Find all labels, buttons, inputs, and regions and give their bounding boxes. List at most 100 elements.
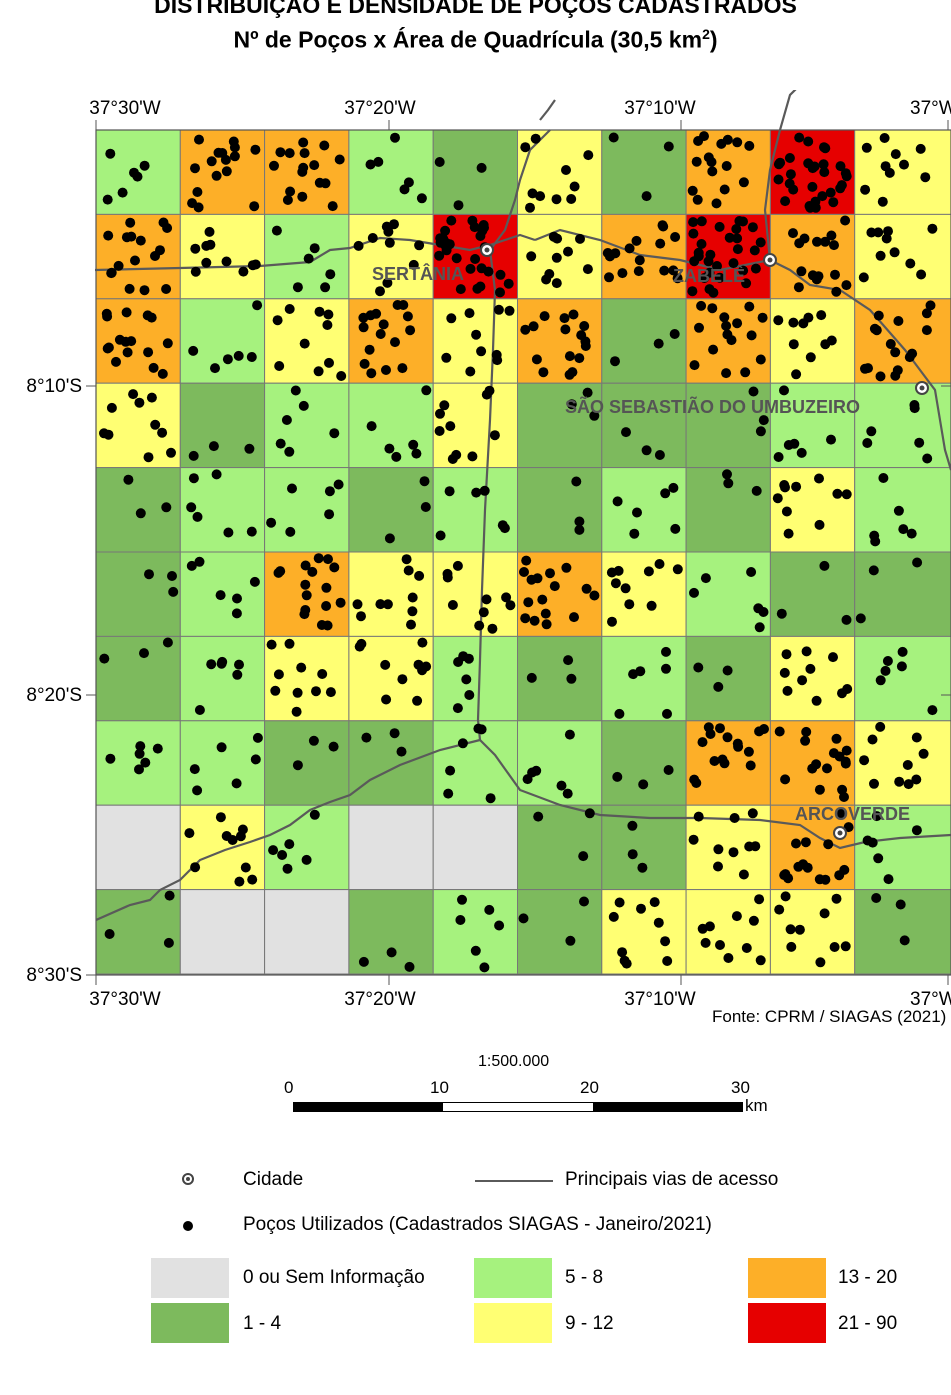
grid-cell	[179, 213, 266, 300]
well-point	[275, 438, 286, 449]
well-point	[470, 945, 481, 956]
well-point	[541, 619, 552, 630]
well-point	[216, 658, 227, 669]
well-point	[911, 732, 922, 743]
well-point	[184, 828, 195, 839]
well-point	[250, 754, 261, 765]
grid-cell	[517, 551, 603, 637]
well-point	[858, 272, 869, 283]
well-point	[155, 245, 165, 256]
well-point	[162, 338, 173, 349]
well-point	[274, 361, 285, 371]
well-point	[687, 185, 698, 196]
well-point	[489, 430, 500, 441]
well-point	[569, 181, 580, 192]
well-point	[106, 402, 117, 413]
well-point	[740, 367, 751, 378]
well-point	[501, 592, 512, 603]
well-point	[282, 195, 293, 205]
well-point	[811, 274, 822, 285]
well-point	[128, 389, 139, 400]
well-point	[862, 438, 873, 448]
well-point	[879, 133, 890, 143]
well-point	[668, 265, 679, 276]
well-point	[389, 728, 400, 739]
well-point	[284, 304, 295, 314]
well-point	[794, 238, 805, 249]
well-point	[316, 620, 327, 630]
well-point	[358, 322, 369, 333]
well-point	[780, 891, 791, 902]
well-point	[723, 953, 734, 963]
well-point	[518, 913, 529, 924]
well-point	[842, 684, 853, 694]
well-point	[776, 608, 787, 619]
well-point	[291, 706, 302, 717]
legend-swatch-3	[474, 1303, 552, 1343]
well-point	[403, 565, 414, 576]
well-point	[483, 266, 494, 277]
well-point	[548, 231, 559, 242]
well-point	[252, 300, 263, 311]
well-point	[654, 559, 665, 569]
well-point	[389, 219, 399, 230]
well-point	[709, 756, 720, 766]
well-point	[890, 149, 901, 160]
well-point	[439, 400, 450, 411]
well-point	[238, 266, 249, 277]
well-point	[435, 530, 446, 541]
well-point	[270, 685, 281, 696]
well-point	[688, 228, 699, 239]
well-point	[134, 764, 144, 775]
well-point	[791, 838, 801, 849]
well-point	[840, 168, 851, 179]
well-point	[641, 445, 652, 456]
well-point	[284, 446, 295, 457]
well-point	[754, 894, 765, 905]
well-point	[867, 734, 878, 745]
well-point	[705, 249, 716, 260]
well-point	[655, 238, 666, 249]
well-point	[396, 746, 407, 757]
well-point	[688, 217, 699, 228]
well-point	[452, 560, 463, 571]
well-point	[708, 287, 719, 298]
well-point	[805, 352, 816, 363]
well-point	[190, 243, 201, 254]
legend-class-label: 0 ou Sem Informação	[243, 1267, 425, 1288]
well-point	[780, 196, 791, 207]
well-point	[301, 590, 312, 601]
legend-swatch-0	[151, 1258, 229, 1298]
well-point	[556, 780, 567, 791]
well-point	[565, 935, 576, 946]
city-markers	[480, 243, 929, 840]
city-label-sertania: SERTÂNIA	[372, 263, 464, 284]
well-point	[105, 753, 116, 764]
well-point	[875, 371, 886, 382]
grid-cell	[601, 298, 687, 384]
well-point	[641, 191, 652, 202]
well-point	[505, 600, 516, 611]
well-point	[382, 277, 393, 288]
well-point	[670, 232, 681, 242]
well-point	[691, 778, 702, 788]
well-point	[738, 869, 749, 880]
well-point	[381, 365, 391, 375]
well-point	[807, 163, 818, 174]
well-point	[773, 452, 784, 462]
well-point	[494, 920, 505, 931]
well-point	[105, 148, 116, 159]
well-point	[707, 166, 718, 177]
well-point	[187, 198, 198, 209]
well-point	[873, 853, 884, 864]
well-point	[563, 655, 574, 666]
well-point	[753, 603, 764, 614]
well-point	[457, 738, 468, 749]
well-point	[704, 267, 715, 278]
well-point	[704, 921, 715, 932]
well-point	[240, 862, 251, 873]
well-point	[721, 161, 732, 171]
city-label-zabele: ZABELÊ	[673, 265, 745, 286]
well-point	[567, 367, 578, 378]
well-point	[275, 147, 286, 158]
